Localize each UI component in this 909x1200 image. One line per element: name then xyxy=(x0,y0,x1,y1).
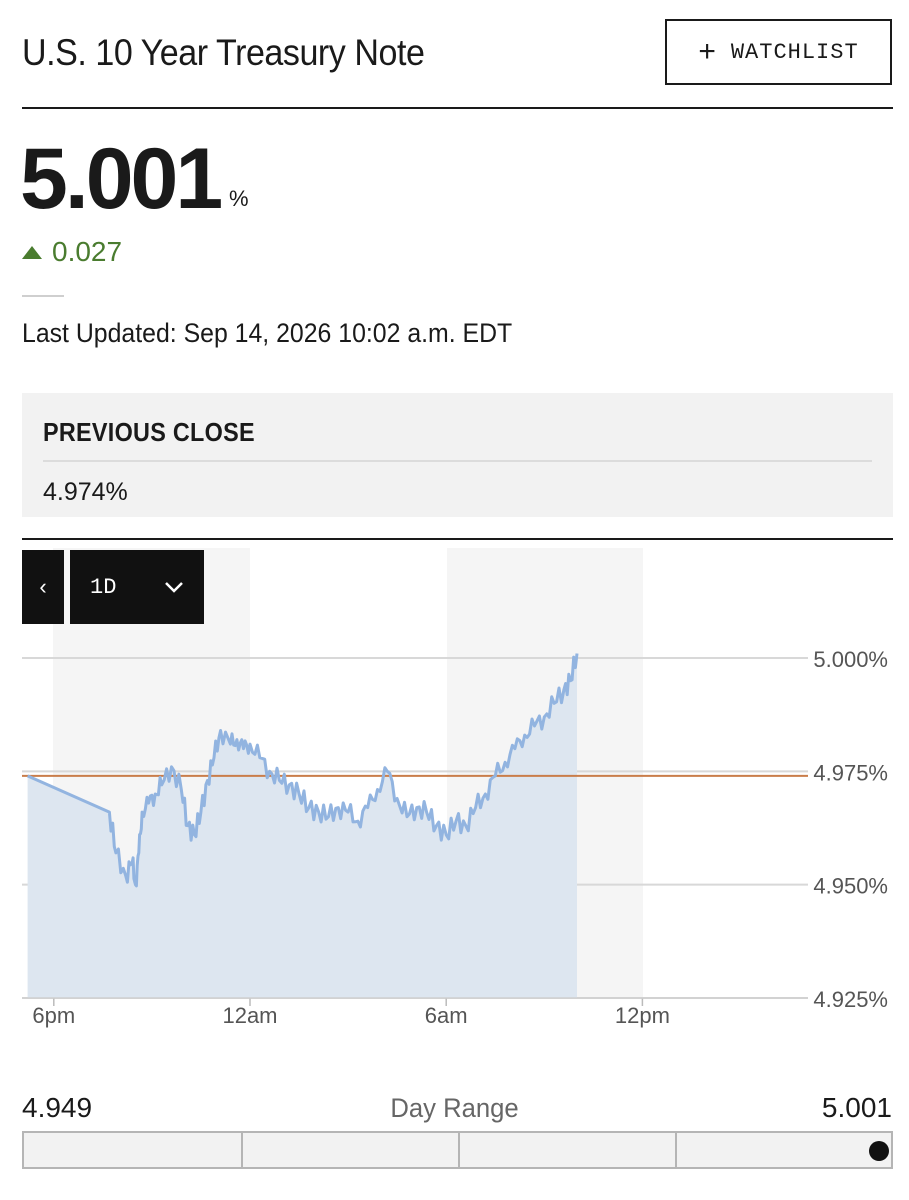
day-range-low: 4.949 xyxy=(22,1092,93,1123)
previous-close-divider xyxy=(43,460,872,462)
y-tick-label: 4.975% xyxy=(813,760,888,785)
page-title: U.S. 10 Year Treasury Note xyxy=(22,32,425,73)
previous-close-label: PREVIOUS CLOSE xyxy=(43,417,255,447)
last-updated: Last Updated: Sep 14, 2026 10:02 a.m. ED… xyxy=(22,318,513,348)
change-value: 0.027 xyxy=(52,236,123,267)
previous-close-panel xyxy=(22,393,893,517)
x-tick-label: 12pm xyxy=(615,1003,670,1028)
current-yield: 5.001 xyxy=(20,131,223,227)
range-tick xyxy=(675,1133,677,1167)
chevron-left-icon: ‹ xyxy=(39,574,47,599)
range-tick xyxy=(241,1133,243,1167)
watchlist-label: WATCHLIST xyxy=(730,39,859,65)
header-divider xyxy=(22,107,893,109)
day-range-marker xyxy=(869,1141,889,1161)
range-label: 1D xyxy=(90,574,117,600)
short-divider xyxy=(22,295,64,297)
range-selector[interactable]: 1D xyxy=(70,550,204,624)
previous-close-value: 4.974% xyxy=(43,478,128,506)
yield-line xyxy=(26,653,579,888)
x-tick-label: 12am xyxy=(222,1003,277,1028)
y-tick-label: 4.925% xyxy=(813,987,888,1012)
x-tick-label: 6pm xyxy=(32,1003,75,1028)
add-to-watchlist-button[interactable]: + WATCHLIST xyxy=(665,19,892,85)
day-range-label: Day Range xyxy=(390,1093,519,1123)
yield-unit: % xyxy=(229,186,249,211)
chevron-down-icon xyxy=(165,582,183,593)
x-tick-label: 6am xyxy=(425,1003,468,1028)
day-range-high: 5.001 xyxy=(821,1092,892,1123)
chart-divider xyxy=(22,538,893,540)
yield-change: 0.027 xyxy=(22,236,122,268)
chart-prev-button[interactable]: ‹ xyxy=(22,550,64,624)
yield-area xyxy=(27,653,578,998)
range-tick xyxy=(458,1133,460,1167)
up-arrow-icon xyxy=(22,245,42,259)
plus-icon: + xyxy=(698,35,717,68)
y-tick-label: 5.000% xyxy=(813,647,888,672)
y-tick-label: 4.950% xyxy=(813,874,888,899)
day-range-bar xyxy=(22,1131,893,1169)
